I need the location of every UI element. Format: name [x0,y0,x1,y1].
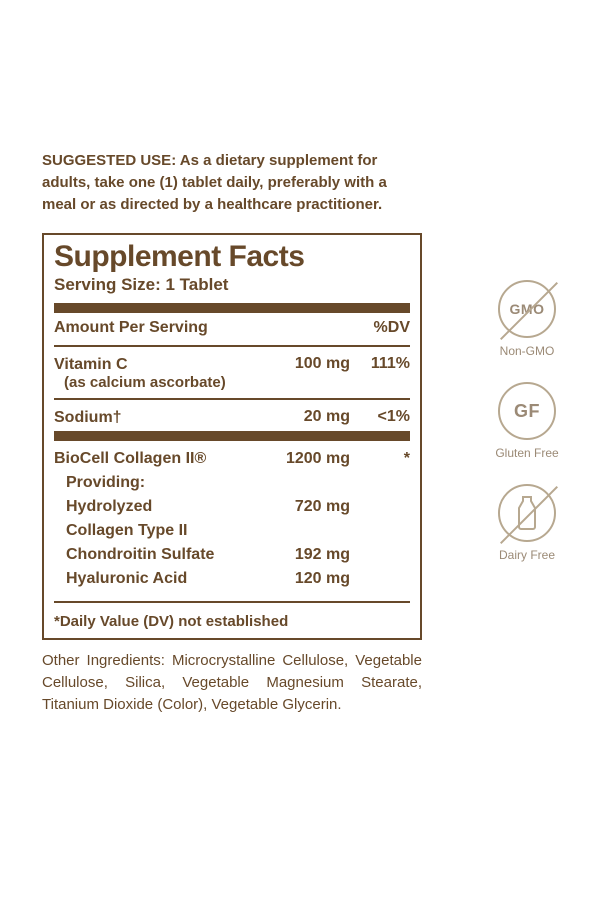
vitc-amt: 100 mg [272,355,350,373]
rule [54,601,410,603]
gmo-icon: GMO [498,280,556,338]
sodium-amt: 20 mg [272,408,350,426]
badge-non-gmo: GMO Non-GMO [498,280,556,358]
gf-icon: GF [498,382,556,440]
supplement-facts-panel: Supplement Facts Serving Size: 1 Tablet … [42,233,422,640]
dairy-icon [498,484,556,542]
vitc-dv: 111% [350,355,410,373]
biocell-hydrolyzed-l1: Hydrolyzed [54,495,272,519]
biocell-hyaluronic: Hyaluronic Acid [54,567,272,591]
hdr-amount: Amount Per Serving [54,319,208,337]
row-biocell: BioCell Collagen II® 1200 mg * Providing… [54,445,410,597]
row-sodium: Sodium† 20 mg <1% [54,404,410,429]
milk-bottle-icon [514,495,540,531]
badge-dairy-free: Dairy Free [498,484,556,562]
rule [54,345,410,347]
biocell-name: BioCell Collagen II® [54,447,272,471]
label-content: SUGGESTED USE: As a dietary supplement f… [42,150,422,715]
sodium-dv: <1% [350,408,410,426]
rule-thick [54,431,410,441]
gf-label: Gluten Free [495,446,558,460]
row-vitamin-c: Vitamin C (as calcium ascorbate) 100 mg … [54,351,410,394]
dairy-label: Dairy Free [499,548,555,562]
other-ingredients: Other Ingredients: Microcrystalline Cell… [42,650,422,715]
facts-header-row: Amount Per Serving %DV [54,317,410,341]
biocell-dv: * [350,447,410,471]
dv-footnote: *Daily Value (DV) not established [54,607,410,632]
gf-text: GF [514,401,540,422]
biocell-hyaluronic-amt: 120 mg [272,567,350,591]
biocell-hydrolyzed-l2: Collagen Type II [54,519,272,543]
suggested-use: SUGGESTED USE: As a dietary supplement f… [42,150,422,215]
biocell-amt: 1200 mg [272,447,350,471]
biocell-chondroitin-amt: 192 mg [272,543,350,567]
biocell-providing: Providing: [54,471,272,495]
facts-title: Supplement Facts [54,241,410,273]
gmo-text: GMO [510,301,545,317]
sodium-name: Sodium† [54,408,272,427]
badge-gluten-free: GF Gluten Free [495,382,558,460]
rule [54,398,410,400]
rule-thick [54,303,410,313]
biocell-hydrolyzed-amt: 720 mg [272,495,350,519]
gmo-label: Non-GMO [500,344,555,358]
hdr-dv: %DV [374,319,410,337]
vitc-sub: (as calcium ascorbate) [54,374,272,392]
vitc-name: Vitamin C [54,356,128,373]
serving-size: Serving Size: 1 Tablet [54,275,410,301]
certification-badges: GMO Non-GMO GF Gluten Free Dairy Free [484,280,570,562]
biocell-chondroitin: Chondroitin Sulfate [54,543,272,567]
